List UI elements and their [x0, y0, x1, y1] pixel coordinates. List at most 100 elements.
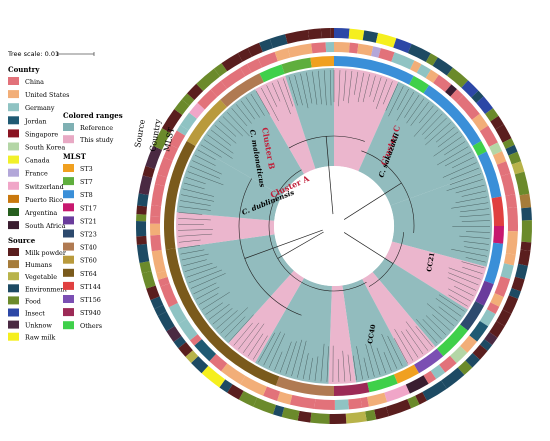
source-ring-segment-55	[185, 350, 199, 363]
tree-leaf-branch-27	[437, 146, 469, 166]
tree-leaf-branch-107	[205, 302, 223, 315]
tree-leaf-branch-155	[283, 78, 293, 107]
source-ring-segment-74	[152, 128, 171, 150]
tree-leaf-branch-58	[438, 306, 458, 322]
tree-leaf-branch-16	[406, 98, 425, 124]
source-ring-segment-52	[219, 379, 233, 393]
legend-mlst-label-7: ST60	[80, 257, 97, 265]
legend-source-label-6: Unknow	[25, 322, 52, 330]
tree-leaf-branch-25	[433, 136, 462, 157]
legend-mlst-label-10: ST156	[80, 296, 101, 304]
country-ring-segment-3	[371, 46, 381, 58]
country-ring-segment-18	[500, 173, 516, 196]
source-ring-segment-69	[136, 205, 148, 215]
colored-range-segment-3	[384, 241, 487, 310]
country-ring-segment-67	[197, 89, 218, 110]
tree-leaf-branch-145	[231, 108, 248, 127]
country-ring-segment-9	[433, 74, 452, 93]
tree-leaf-branch-158	[300, 73, 309, 109]
country-ring-segment-59	[151, 183, 165, 207]
legend-mlst-swatch-9	[63, 281, 74, 290]
source-ring-segment-40	[386, 399, 412, 417]
tree-leaf-branch-78	[352, 355, 357, 381]
tree-leaf-branch-2	[343, 70, 347, 101]
legend-source-label-7: Raw milk	[25, 334, 55, 342]
legend-source-label-3: Environment	[25, 285, 67, 293]
mlst-ring-segment-17	[164, 141, 196, 250]
source-ring-segment-31	[484, 332, 498, 346]
tree-leaf-branch-71	[381, 333, 398, 369]
legend-mlst-swatch-8	[63, 268, 74, 277]
colored-range-segment-15	[285, 68, 334, 169]
tree-leaf-branch-154	[277, 80, 291, 115]
source-ring-segment-73	[145, 145, 163, 169]
legend-country-swatch-5	[8, 142, 19, 151]
tree-leaf-branch-74	[370, 342, 381, 376]
tree-leaf-branch-10	[383, 81, 393, 105]
source-ring-segment-85	[269, 34, 288, 49]
tree-leaf-branch-132	[187, 171, 224, 186]
legend-ranges-title: Colored ranges	[63, 111, 123, 120]
source-ring-segment-71	[138, 175, 153, 196]
source-ring-segment-11	[476, 96, 494, 115]
tree-leaf-branch-111	[193, 282, 217, 295]
country-ring-segment-73	[274, 47, 291, 62]
country-ring-segment-51	[160, 283, 178, 308]
country-ring-segment-72	[257, 51, 278, 68]
mlst-ring-segment-18	[186, 99, 227, 146]
source-ring-segment-17	[508, 151, 522, 165]
source-ring-segment-47	[281, 407, 300, 421]
country-ring-segment-35	[384, 384, 410, 403]
tree-leaf-branch-87	[302, 353, 309, 379]
source-ring-segment-65	[136, 243, 150, 263]
tree-leaf-branch-48	[461, 261, 485, 269]
tree-leaf-branch-66	[405, 329, 424, 355]
source-ring-segment-81	[221, 52, 243, 72]
source-ring-segment-6	[425, 53, 438, 66]
colored-range-segment-13	[197, 89, 304, 196]
tree-leaf-branch-136	[197, 149, 216, 160]
legend-country-swatch-9	[8, 194, 19, 203]
country-ring-segment-7	[416, 64, 431, 79]
tree-leaf-branch-161	[318, 70, 322, 105]
source-ring-segment-67	[136, 221, 147, 237]
legend-mlst-swatch-6	[63, 242, 74, 251]
tree-leaf-branch-95	[258, 332, 275, 363]
tree-leaf-branch-133	[189, 165, 220, 179]
tree-leaf-branch-116	[183, 259, 207, 267]
tree-leaf-branch-54	[448, 288, 471, 302]
country-ring-segment-52	[158, 276, 170, 287]
tree-leaf-branch-47	[465, 257, 486, 263]
tree-leaf-branch-4	[354, 71, 359, 95]
country-ring-segment-2	[357, 43, 374, 56]
tree-leaf-branch-101	[229, 314, 254, 342]
legend-source-swatch-1	[8, 260, 19, 269]
country-ring-segment-32	[430, 364, 446, 380]
tree-leaf-branch-104	[216, 310, 238, 329]
legend-country-swatch-1	[8, 90, 19, 99]
source-ring-segment-18	[511, 161, 525, 175]
tree-leaf-branch-150	[255, 90, 270, 115]
tree-leaf-branch-43	[459, 235, 490, 239]
source-ring-segment-58	[166, 325, 182, 342]
tree-leaf-branch-134	[192, 160, 222, 175]
tree-leaf-branch-129	[182, 188, 215, 197]
legend-source: Source Milk powder Humans Vegetable Environ…	[8, 236, 67, 342]
tree-leaf-branch-81	[338, 359, 340, 382]
source-ring-segment-50	[238, 390, 258, 407]
legend-country-label-9: Puerto Rico	[25, 196, 63, 204]
tree-leaf-branch-131	[185, 177, 206, 184]
tree-leaf-branch-37	[451, 202, 489, 209]
tree-leaf-branch-85	[314, 356, 319, 381]
source-ring-segment-48	[272, 404, 285, 417]
legend-country-swatch-6	[8, 155, 19, 164]
tree-leaf-branch-148	[245, 97, 260, 118]
country-ring-segment-61	[157, 157, 173, 178]
colored-range-segment-11	[176, 212, 275, 248]
source-ring-segment-39	[407, 395, 420, 409]
legend-country-swatch-8	[8, 181, 19, 190]
source-ring-segment-8	[446, 67, 469, 88]
tree-main-branch-0	[343, 182, 402, 220]
country-ring-segment-38	[348, 397, 363, 410]
legend-mlst-label-11: ST940	[80, 309, 101, 317]
